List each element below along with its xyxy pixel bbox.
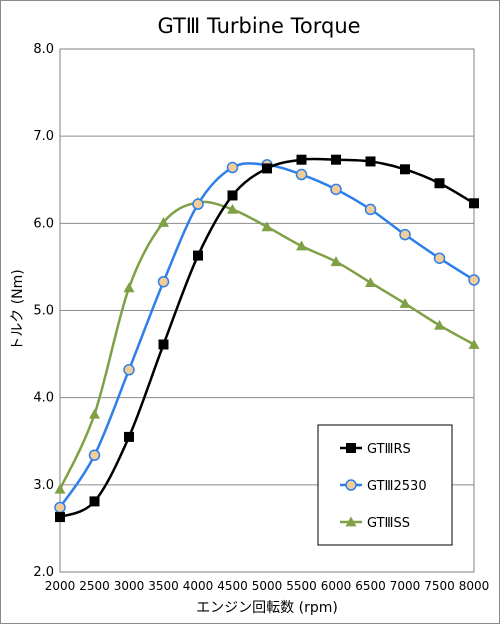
- data-point-triangle: [123, 282, 135, 293]
- x-tick-label: 2000: [45, 579, 76, 593]
- data-point-square: [365, 156, 376, 167]
- data-point-square: [193, 250, 203, 261]
- data-point-square: [262, 163, 272, 174]
- y-axis-ticks: 2.0 3.0 4.0 5.0 6.0 7.0 8.0: [33, 42, 54, 580]
- data-point-circle: [345, 479, 357, 491]
- legend-label: GTⅢ2530: [367, 479, 427, 494]
- chart-title: GTⅢ Turbine Torque: [157, 14, 360, 38]
- data-point-triangle: [330, 256, 342, 267]
- x-axis-ticks: 2000 2500 3000 3500 4000 4500 5000 5500 6000 6500…: [45, 579, 490, 593]
- series-square: [55, 154, 479, 523]
- data-point-triangle: [345, 516, 357, 527]
- data-point-square: [158, 339, 169, 350]
- data-point-circle: [364, 203, 377, 216]
- x-tick-label: 3500: [148, 579, 179, 593]
- data-point-circle: [123, 364, 135, 376]
- y-tick-label: 8.0: [33, 42, 54, 57]
- data-point-square: [55, 512, 65, 523]
- data-point-square: [296, 154, 307, 165]
- data-point-square: [346, 443, 356, 453]
- x-tick-label: 5000: [252, 579, 283, 593]
- series-triangle: [54, 196, 480, 494]
- data-point-circle: [226, 161, 239, 174]
- x-tick-label: 6000: [321, 579, 352, 593]
- data-point-triangle: [468, 338, 480, 349]
- data-point-triangle: [365, 277, 376, 288]
- y-tick-label: 7.0: [33, 129, 54, 144]
- x-axis-label: エンジン回転数 (rpm): [196, 600, 338, 616]
- data-point-circle: [88, 449, 101, 461]
- x-tick-label: 5500: [286, 579, 317, 593]
- y-tick-label: 5.0: [33, 304, 54, 319]
- data-point-triangle: [296, 240, 307, 251]
- y-tick-label: 3.0: [33, 478, 54, 493]
- legend: GTⅢRS GTⅢ2530 GTⅢSS: [340, 442, 427, 531]
- x-tick-label: 3000: [114, 579, 145, 593]
- data-point-square: [469, 198, 479, 209]
- plot-area: [59, 48, 475, 573]
- data-point-circle: [433, 252, 446, 264]
- data-point-circle: [157, 275, 170, 288]
- data-point-triangle: [434, 319, 445, 330]
- legend-label: GTⅢRS: [367, 442, 411, 457]
- data-point-triangle: [399, 298, 411, 308]
- x-tick-label: 4000: [183, 579, 214, 593]
- data-point-circle: [192, 198, 204, 210]
- data-point-circle: [399, 228, 411, 241]
- series-group: [54, 154, 480, 523]
- x-tick-label: 8000: [459, 579, 490, 593]
- y-axis-label: トルク (Nm): [10, 269, 26, 350]
- y-tick-label: 2.0: [33, 565, 54, 580]
- x-tick-label: 7500: [424, 579, 455, 593]
- data-point-circle: [54, 501, 66, 514]
- data-point-square: [89, 496, 100, 507]
- data-point-triangle: [261, 221, 273, 232]
- data-point-circle: [468, 274, 480, 286]
- x-tick-label: 4500: [217, 579, 248, 593]
- data-point-square: [434, 178, 445, 189]
- x-tick-label: 6500: [355, 579, 386, 593]
- data-point-circle: [295, 168, 308, 181]
- data-point-square: [124, 431, 134, 442]
- data-point-triangle: [54, 483, 66, 494]
- data-point-square: [227, 190, 238, 201]
- legend-label: GTⅢSS: [367, 516, 410, 531]
- x-tick-label: 2500: [79, 579, 110, 593]
- data-point-triangle: [89, 408, 100, 419]
- data-point-square: [331, 154, 341, 165]
- y-tick-label: 6.0: [33, 216, 54, 231]
- x-tick-label: 7000: [390, 579, 421, 593]
- y-tick-label: 4.0: [33, 391, 54, 406]
- data-point-triangle: [227, 203, 238, 214]
- data-point-square: [400, 164, 410, 175]
- data-point-circle: [330, 183, 342, 196]
- data-point-triangle: [158, 216, 169, 227]
